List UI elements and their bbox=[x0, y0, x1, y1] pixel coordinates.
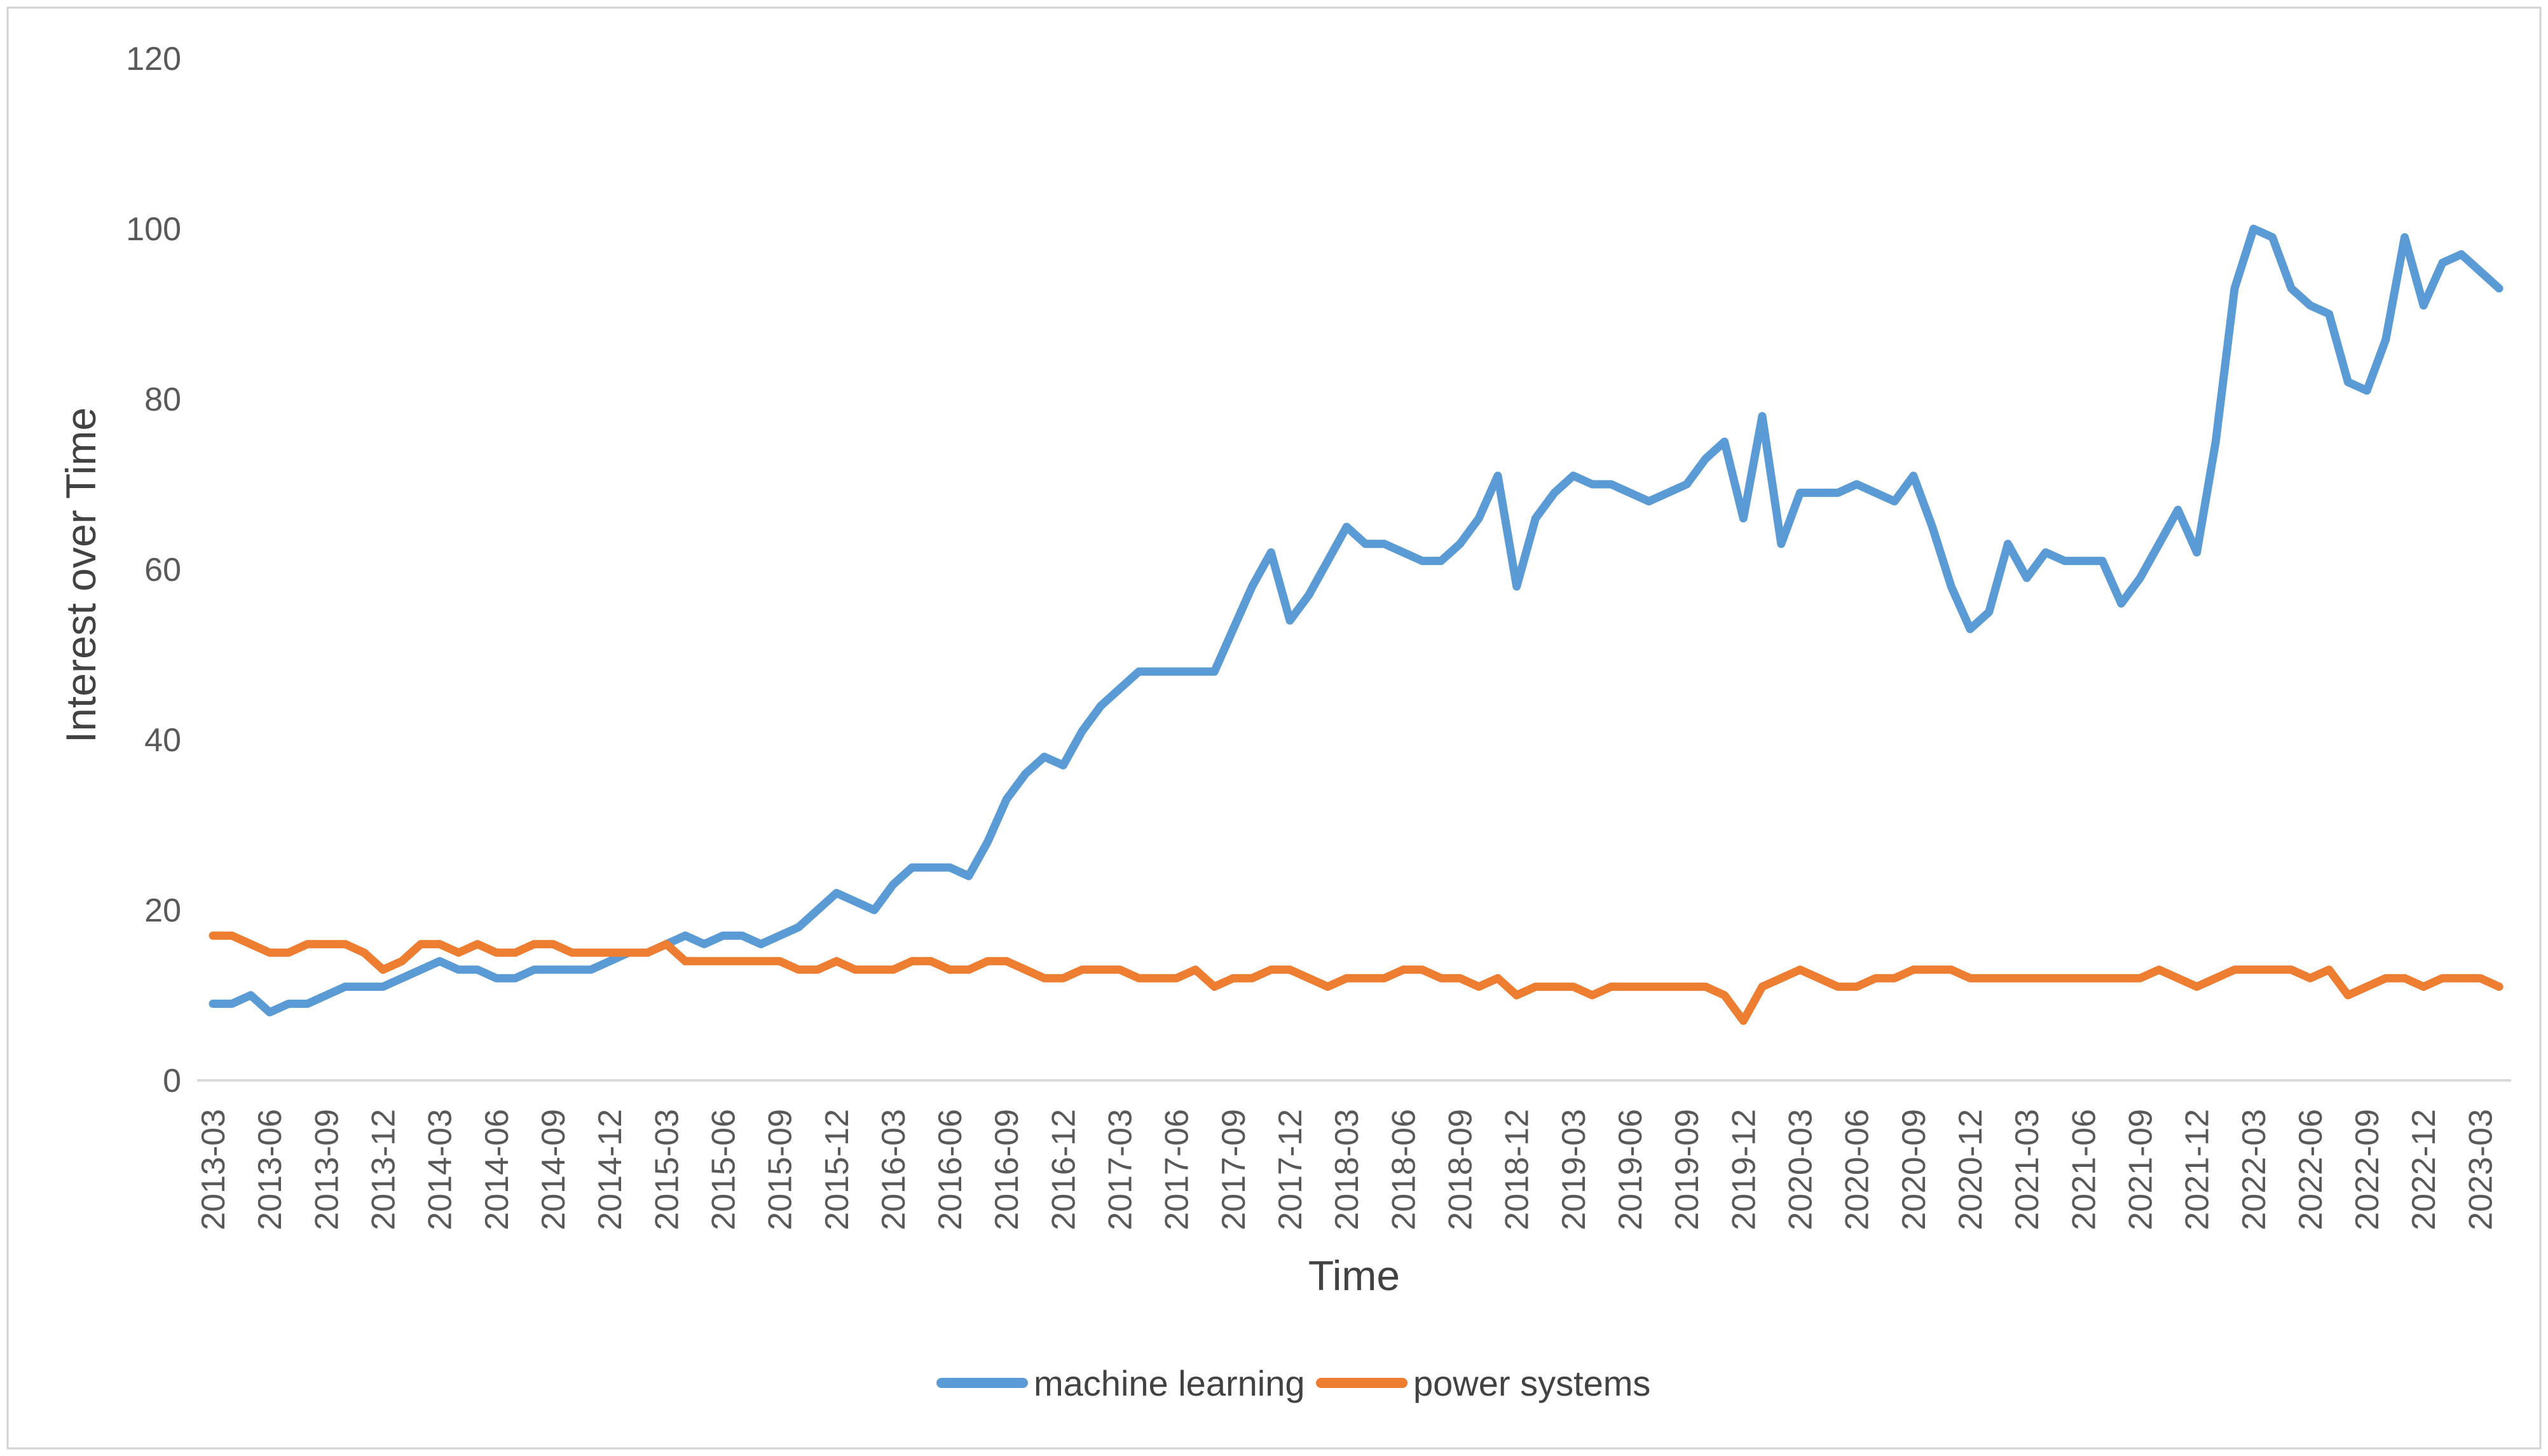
y-axis-tick-label: 60 bbox=[144, 552, 181, 589]
x-axis-tick-label: 2017-06 bbox=[1159, 1109, 1196, 1230]
y-axis-tick-label: 20 bbox=[144, 892, 181, 929]
x-axis-tick-label: 2015-12 bbox=[819, 1109, 856, 1230]
x-axis-tick-label: 2020-12 bbox=[1952, 1109, 1989, 1230]
x-axis-tick-label: 2022-06 bbox=[2292, 1109, 2329, 1230]
x-axis-tick-label: 2018-03 bbox=[1329, 1109, 1366, 1230]
x-axis-tick-label: 2014-06 bbox=[479, 1109, 516, 1230]
x-axis-tick-label: 2021-12 bbox=[2179, 1109, 2216, 1230]
y-axis-tick-label: 40 bbox=[144, 722, 181, 759]
x-axis-tick-label: 2013-03 bbox=[195, 1109, 232, 1230]
x-axis-tick-label: 2016-12 bbox=[1045, 1109, 1082, 1230]
x-axis-tick-label: 2023-03 bbox=[2462, 1109, 2499, 1230]
x-axis-tick-label: 2018-09 bbox=[1442, 1109, 1479, 1230]
x-axis-tick-label: 2022-12 bbox=[2406, 1109, 2442, 1230]
legend: machine learning power systems bbox=[936, 1363, 1650, 1403]
x-axis-tick-label: 2022-09 bbox=[2349, 1109, 2386, 1230]
x-axis-tick-label: 2021-03 bbox=[2009, 1109, 2046, 1230]
x-axis-tick-label: 2016-06 bbox=[932, 1109, 969, 1230]
x-axis-tick-label: 2019-06 bbox=[1612, 1109, 1649, 1230]
x-axis-tick-label: 2014-03 bbox=[422, 1109, 459, 1230]
x-axis-tick-labels: 2013-03 2013-06 2013-09 2013-12 2014-03 2014-… bbox=[195, 1109, 2499, 1230]
y-axis-tick-label: 100 bbox=[126, 211, 181, 248]
x-axis-tick-label: 2014-12 bbox=[592, 1109, 629, 1230]
x-axis-tick-label: 2018-06 bbox=[1385, 1109, 1422, 1230]
x-axis-tick-label: 2015-06 bbox=[705, 1109, 742, 1230]
y-axis-tick-label: 120 bbox=[126, 41, 181, 78]
x-axis-tick-label: 2015-03 bbox=[648, 1109, 685, 1230]
x-axis-tick-label: 2013-12 bbox=[366, 1109, 402, 1230]
x-axis-tick-label: 2015-09 bbox=[762, 1109, 799, 1230]
chart-border bbox=[6, 6, 2542, 1450]
x-axis-tick-label: 2017-09 bbox=[1216, 1109, 1252, 1230]
y-axis-tick-label: 80 bbox=[144, 381, 181, 418]
x-axis-tick-label: 2016-03 bbox=[875, 1109, 912, 1230]
series-line-machine-learning bbox=[209, 224, 2503, 1017]
x-axis-tick-label: 2020-06 bbox=[1839, 1109, 1876, 1230]
series-line-power-systems bbox=[209, 931, 2503, 1025]
series-lines bbox=[209, 224, 2503, 1025]
x-axis-tick-label: 2019-09 bbox=[1669, 1109, 1706, 1230]
y-axis-tick-labels: 0 20 40 60 80 100 120 bbox=[126, 41, 181, 1099]
x-axis-title: Time bbox=[1308, 1252, 1400, 1299]
x-axis-tick-label: 2014-09 bbox=[535, 1109, 572, 1230]
y-axis-tick-label: 0 bbox=[163, 1063, 181, 1099]
legend-label-power-systems: power systems bbox=[1413, 1363, 1650, 1403]
x-axis-tick-label: 2018-12 bbox=[1499, 1109, 1536, 1230]
x-axis-tick-label: 2017-12 bbox=[1272, 1109, 1309, 1230]
x-axis-tick-label: 2013-09 bbox=[308, 1109, 345, 1230]
x-axis-tick-label: 2020-09 bbox=[1896, 1109, 1933, 1230]
legend-label-machine-learning: machine learning bbox=[1034, 1363, 1305, 1403]
x-axis-tick-label: 2016-09 bbox=[989, 1109, 1025, 1230]
x-axis-tick-label: 2013-06 bbox=[252, 1109, 289, 1230]
x-axis-tick-label: 2017-03 bbox=[1102, 1109, 1139, 1230]
x-axis-tick-label: 2022-03 bbox=[2236, 1109, 2273, 1230]
y-axis-title: Interest over Time bbox=[57, 407, 104, 743]
x-axis-tick-label: 2021-06 bbox=[2065, 1109, 2102, 1230]
x-axis-tick-label: 2019-12 bbox=[1725, 1109, 1762, 1230]
x-axis-tick-label: 2020-03 bbox=[1783, 1109, 1819, 1230]
x-axis-tick-label: 2021-09 bbox=[2122, 1109, 2159, 1230]
x-axis-tick-label: 2019-03 bbox=[1556, 1109, 1592, 1230]
